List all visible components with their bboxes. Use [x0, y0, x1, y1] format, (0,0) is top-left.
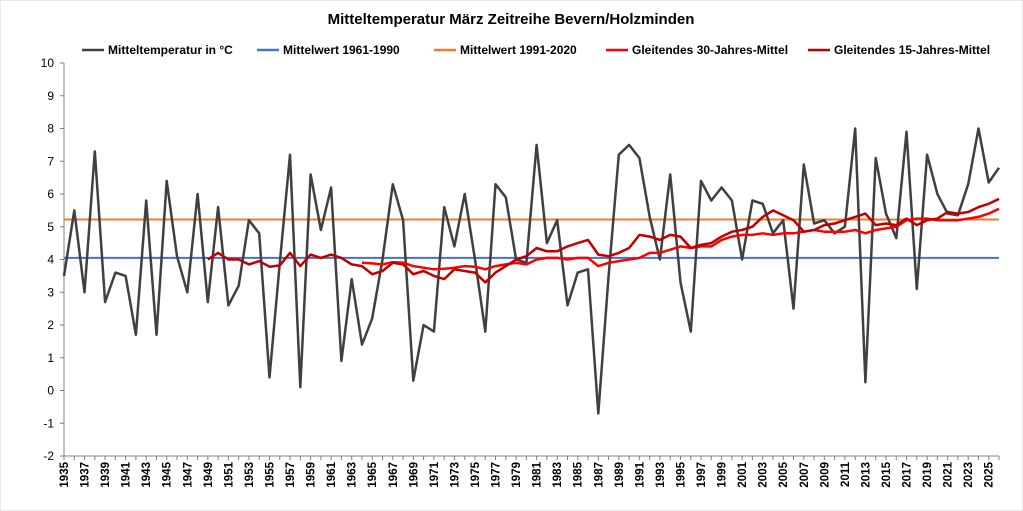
x-tick-label: 1985 [573, 461, 585, 487]
x-tick-label: 1969 [408, 462, 420, 488]
x-tick-label: 1953 [244, 462, 256, 488]
x-tick-label: 1991 [634, 461, 646, 487]
x-tick-label: 1941 [121, 461, 133, 487]
x-tick-label: 1989 [614, 462, 626, 488]
x-tick-label: 2001 [737, 461, 749, 487]
x-tick-label: 2003 [758, 462, 770, 488]
chart-title: Mitteltemperatur März Zeitreihe Bevern/H… [328, 11, 695, 28]
legend-label: Mittelwert 1961-1990 [283, 43, 400, 57]
y-tick-label: 4 [47, 253, 54, 267]
legend: Mitteltemperatur in °C Mittelwert 1961-19… [82, 43, 990, 57]
x-tick-label: 1959 [306, 462, 318, 488]
x-tick-label: 1943 [141, 462, 153, 488]
x-tick-label: 2017 [902, 462, 914, 488]
x-tick-label: 1937 [80, 462, 92, 488]
x-tick-label: 2007 [799, 462, 811, 488]
y-tick-label: 1 [47, 351, 54, 365]
legend-label: Mittelwert 1991-2020 [460, 43, 577, 57]
x-tick-label: 1965 [367, 461, 379, 487]
x-tick-label: 2025 [984, 461, 996, 487]
plot-area [62, 127, 1001, 415]
x-tick-label: 2011 [840, 461, 852, 487]
x-tick-label: 1975 [470, 461, 482, 487]
series-line-gleitendes-30-jahres-mittel [361, 207, 1000, 271]
y-tick-label: -1 [43, 416, 54, 430]
y-tick-label: 6 [47, 187, 54, 201]
x-tick-label: 2019 [922, 462, 934, 488]
x-tick-label: 1981 [532, 461, 544, 487]
x-tick-label: 1999 [717, 462, 729, 488]
x-tick-label: 1951 [223, 461, 235, 487]
y-tick-label: 2 [47, 318, 54, 332]
x-tick-label: 1949 [203, 462, 215, 488]
x-tick-label: 2023 [963, 462, 975, 488]
legend-label: Gleitendes 30-Jahres-Mittel [632, 43, 788, 57]
x-tick-label: 1955 [264, 461, 276, 487]
x-tick-label: 1957 [285, 462, 297, 488]
x-tick-label: 1939 [100, 462, 112, 488]
x-tick-label: 1963 [347, 462, 359, 488]
x-tick-label: 2021 [943, 461, 955, 487]
x-tick-label: 2015 [881, 461, 893, 487]
x-tick-label: 1945 [162, 461, 174, 487]
y-tick-label: 5 [47, 220, 54, 234]
y-tick-label: -2 [43, 449, 54, 463]
series-line-gleitendes-15-jahres-mittel [207, 197, 1000, 284]
x-tick-label: 1983 [552, 462, 564, 488]
y-tick-label: 7 [47, 154, 54, 168]
legend-label: Mitteltemperatur in °C [108, 43, 233, 57]
y-tick-label: 9 [47, 89, 54, 103]
x-tick-label: 1995 [675, 461, 687, 487]
x-tick-label: 2005 [778, 461, 790, 487]
legend-label: Gleitendes 15-Jahres-Mittel [834, 43, 990, 57]
series-line-mitteltemperatur-in-c [62, 127, 1001, 415]
x-tick-label: 1961 [326, 461, 338, 487]
x-tick-label: 1935 [59, 461, 71, 487]
x-tick-label: 1947 [182, 462, 194, 488]
x-tick-label: 1993 [655, 462, 667, 488]
y-tick-label: 10 [41, 56, 55, 70]
y-tick-label: 8 [47, 122, 54, 136]
x-tick-label: 1967 [388, 462, 400, 488]
x-tick-label: 2013 [860, 462, 872, 488]
x-tick-label: 1973 [449, 462, 461, 488]
y-axis: -2 -1 0 1 2 3 4 5 6 7 8 9 10 [41, 56, 65, 463]
y-tick-label: 0 [47, 384, 54, 398]
x-tick-label: 1977 [491, 462, 503, 488]
x-tick-label: 1979 [511, 462, 523, 488]
x-axis: 1935 1937 1939 1941 1943 1945 1947 1949 1951 1953… [59, 455, 1000, 488]
x-tick-label: 1971 [429, 461, 441, 487]
x-tick-label: 1997 [696, 462, 708, 488]
y-tick-label: 3 [47, 285, 54, 299]
x-tick-label: 2009 [819, 462, 831, 488]
x-tick-label: 1987 [593, 462, 605, 488]
